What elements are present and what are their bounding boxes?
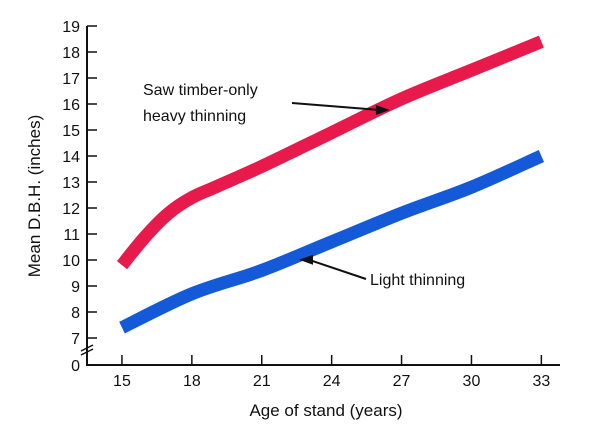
y-tick-label: 12 [62, 201, 80, 218]
annotation-arrowhead-1 [299, 254, 313, 265]
x-tick-label: 21 [253, 373, 271, 390]
y-tick-label: 19 [62, 19, 80, 36]
y-tick-label: 10 [62, 253, 80, 270]
x-ticks: 15 18 21 24 27 30 33 [113, 355, 550, 390]
y-ticks: 0 7 8 9 10 11 12 13 14 15 16 17 18 19 [62, 19, 97, 375]
x-tick-label: 18 [183, 373, 201, 390]
y-tick-label: 7 [71, 331, 80, 348]
annotation-heavy-line-2: heavy thinning [143, 108, 246, 125]
y-tick-label: 11 [63, 227, 80, 244]
y-tick-label: 16 [62, 97, 80, 114]
x-tick-label: 33 [532, 373, 550, 390]
y-axis-title: Mean D.B.H. (inches) [25, 115, 44, 278]
annotation-light: Light thinning [370, 272, 465, 289]
y-tick-label: 13 [62, 175, 80, 192]
annotation-arrowhead-0 [375, 105, 390, 115]
axes-layer: 0 7 8 9 10 11 12 13 14 15 16 17 18 19 15 18 21 24 27 30 33 [62, 19, 560, 390]
annotation-layer: Saw timber-only heavy thinning Light thi… [143, 82, 465, 289]
annotation-arrow-0 [291, 102, 380, 111]
x-tick-label: 24 [323, 373, 341, 390]
y-axis-break [80, 344, 94, 352]
annotation-heavy-line-1: Saw timber-only [143, 82, 258, 99]
y-tick-label: 0 [71, 358, 80, 375]
series-line-1 [119, 150, 545, 334]
y-tick-label: 18 [62, 45, 80, 62]
annotation-arrow-1 [308, 258, 367, 280]
y-axis-break [80, 348, 94, 356]
x-tick-label: 15 [113, 373, 131, 390]
x-tick-label: 30 [463, 373, 481, 390]
y-tick-label: 17 [62, 71, 80, 88]
x-axis-title: Age of stand (years) [249, 401, 402, 420]
y-tick-label: 9 [71, 279, 80, 296]
x-tick-label: 27 [393, 373, 411, 390]
series-layer [116, 35, 545, 334]
y-tick-label: 8 [71, 305, 80, 322]
y-tick-label: 14 [62, 149, 80, 166]
y-tick-label: 15 [62, 123, 80, 140]
series-line-0 [116, 35, 544, 270]
